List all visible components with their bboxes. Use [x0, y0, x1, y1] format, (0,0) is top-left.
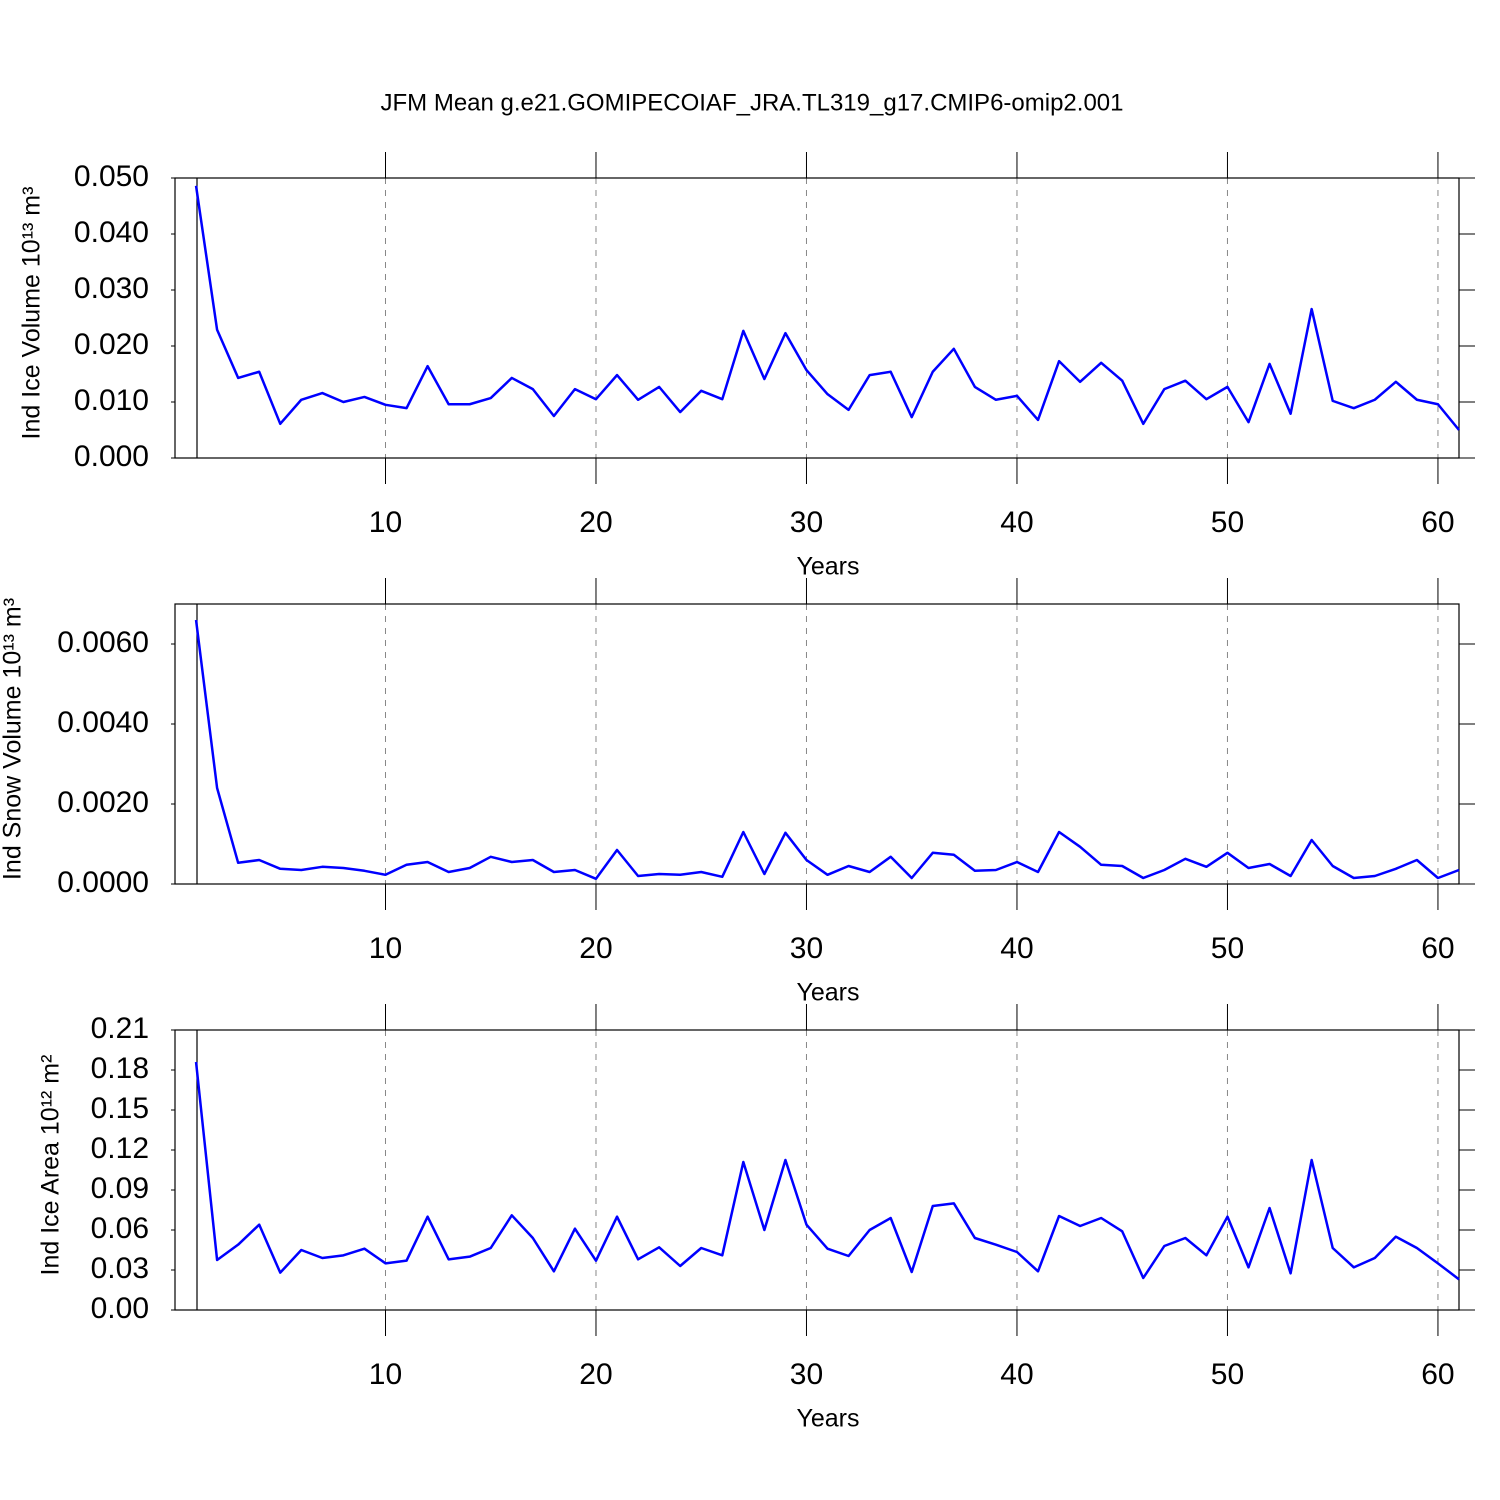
x-tick-label: 40 — [1000, 932, 1033, 965]
y-tick-label: 0.0060 — [57, 626, 149, 659]
y-tick-label: 0.15 — [91, 1092, 149, 1125]
y-tick-label: 0.06 — [91, 1212, 149, 1245]
y-tick-label: 0.21 — [91, 1012, 149, 1045]
y-tick-label: 0.00 — [91, 1292, 149, 1325]
y-tick-label: 0.0020 — [57, 786, 149, 819]
x-tick-label: 20 — [579, 1358, 612, 1391]
y-tick-label: 0.020 — [74, 328, 149, 361]
x-tick-label: 20 — [579, 506, 612, 539]
x-tick-label: 30 — [790, 932, 823, 965]
data-line — [194, 1061, 1460, 1281]
x-tick-label: 40 — [1000, 1358, 1033, 1391]
x-tick-label: 60 — [1421, 932, 1454, 965]
x-axis-label: Years — [796, 979, 859, 1007]
x-tick-label: 10 — [369, 1358, 402, 1391]
x-tick-label: 50 — [1211, 1358, 1244, 1391]
x-tick-label: 60 — [1421, 1358, 1454, 1391]
x-tick-label: 30 — [790, 506, 823, 539]
plot-frame — [174, 1029, 1460, 1311]
x-tick-label: 10 — [369, 506, 402, 539]
data-line — [194, 619, 1460, 881]
y-axis-label: Ind Snow Volume 10¹³ m³ — [0, 598, 27, 880]
x-axis-label: Years — [796, 553, 859, 581]
y-tick-label: 0.040 — [74, 216, 149, 249]
x-tick-label: 30 — [790, 1358, 823, 1391]
data-line — [194, 185, 1460, 431]
y-tick-label: 0.050 — [74, 160, 149, 193]
y-tick-label: 0.0000 — [57, 866, 149, 899]
y-tick-label: 0.030 — [74, 272, 149, 305]
y-tick-label: 0.000 — [74, 440, 149, 473]
x-tick-label: 40 — [1000, 506, 1033, 539]
x-tick-label: 50 — [1211, 506, 1244, 539]
x-axis-label: Years — [796, 1405, 859, 1433]
x-tick-label: 10 — [369, 932, 402, 965]
x-tick-label: 50 — [1211, 932, 1244, 965]
y-tick-label: 0.12 — [91, 1132, 149, 1165]
y-tick-label: 0.18 — [91, 1052, 149, 1085]
x-tick-label: 20 — [579, 932, 612, 965]
y-tick-label: 0.0040 — [57, 706, 149, 739]
x-tick-label: 60 — [1421, 506, 1454, 539]
plot-frame — [174, 177, 1460, 459]
y-tick-label: 0.03 — [91, 1252, 149, 1285]
plot-frame — [174, 603, 1460, 885]
y-axis-label: Ind Ice Volume 10¹³ m³ — [18, 187, 46, 440]
chart-title: JFM Mean g.e21.GOMIPECOIAF_JRA.TL319_g17… — [381, 89, 1124, 116]
y-tick-label: 0.010 — [74, 384, 149, 417]
y-axis-label: Ind Ice Area 10¹² m² — [37, 1055, 65, 1276]
y-tick-label: 0.09 — [91, 1172, 149, 1205]
